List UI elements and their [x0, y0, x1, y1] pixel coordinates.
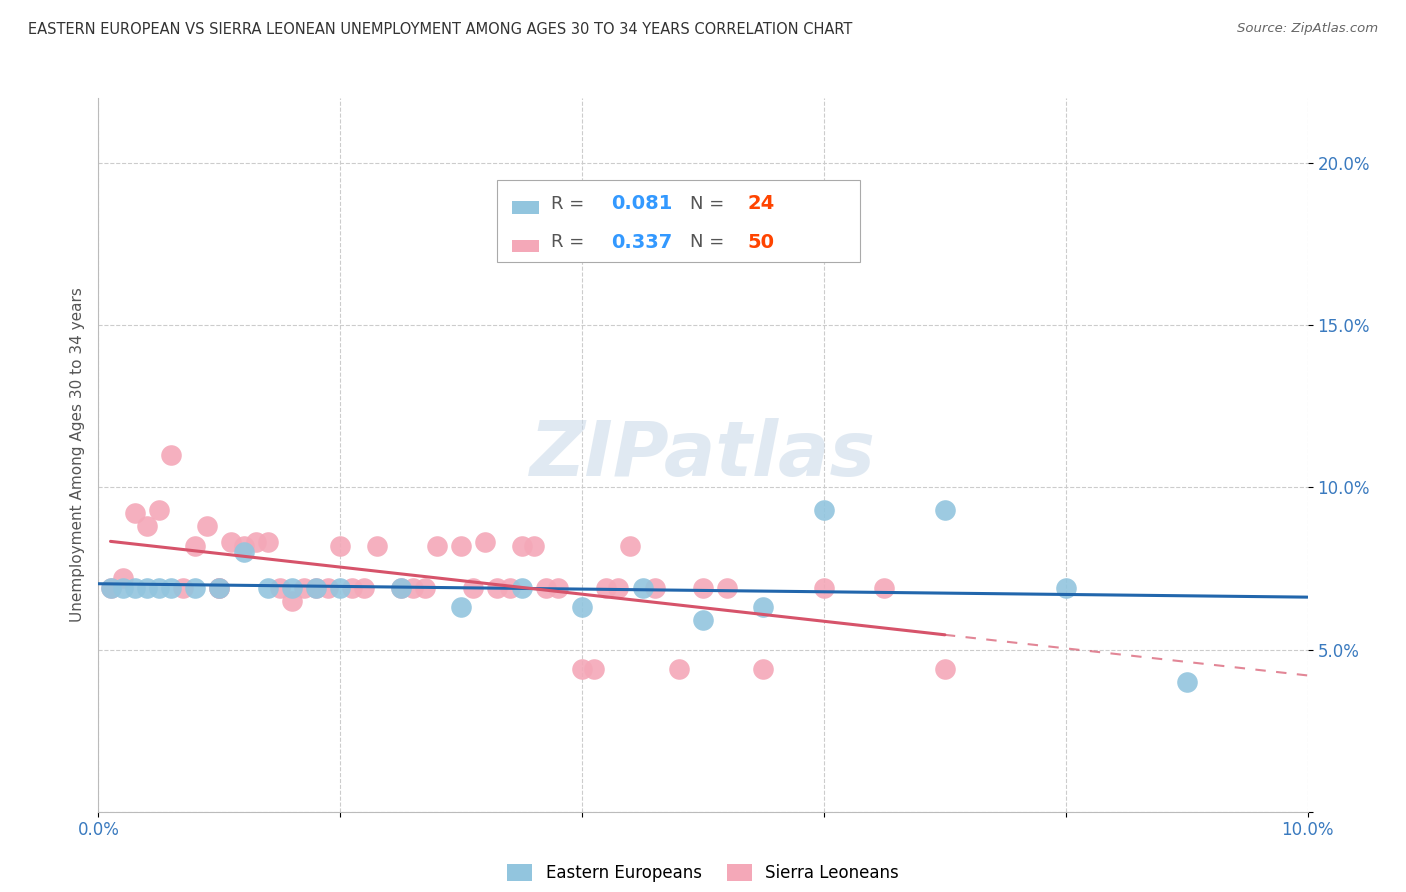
Point — [100, 581, 122, 595]
Point — [135, 519, 157, 533]
Point — [245, 535, 267, 549]
Y-axis label: Unemployment Among Ages 30 to 34 years: Unemployment Among Ages 30 to 34 years — [69, 287, 84, 623]
Point — [208, 581, 231, 595]
Point — [342, 581, 364, 595]
Text: R =: R = — [551, 194, 589, 212]
Point — [752, 600, 775, 615]
Point — [1054, 581, 1077, 595]
Point — [510, 581, 533, 595]
Point — [716, 581, 738, 595]
Point — [813, 581, 835, 595]
Text: N =: N = — [690, 194, 730, 212]
Point — [934, 662, 956, 676]
Point — [510, 539, 533, 553]
Point — [184, 539, 207, 553]
Point — [450, 539, 472, 553]
Point — [389, 581, 412, 595]
Point — [184, 581, 207, 595]
Point — [547, 581, 569, 595]
Point — [366, 539, 388, 553]
Point — [329, 581, 352, 595]
FancyBboxPatch shape — [498, 180, 860, 262]
Point — [160, 581, 183, 595]
Bar — [512, 240, 538, 252]
Point — [523, 539, 546, 553]
Text: EASTERN EUROPEAN VS SIERRA LEONEAN UNEMPLOYMENT AMONG AGES 30 TO 34 YEARS CORREL: EASTERN EUROPEAN VS SIERRA LEONEAN UNEMP… — [28, 22, 852, 37]
Point — [305, 581, 328, 595]
Point — [402, 581, 425, 595]
Point — [208, 581, 231, 595]
Point — [232, 539, 254, 553]
Point — [619, 539, 641, 553]
Point — [135, 581, 157, 595]
Text: 24: 24 — [748, 194, 775, 213]
Point — [752, 662, 775, 676]
Point — [668, 662, 690, 676]
Point — [644, 581, 666, 595]
Point — [583, 662, 606, 676]
Point — [124, 581, 146, 595]
Point — [256, 535, 278, 549]
Point — [692, 613, 714, 627]
Point — [631, 581, 654, 595]
Point — [498, 581, 520, 595]
Point — [148, 581, 170, 595]
Point — [389, 581, 412, 595]
Point — [1175, 675, 1198, 690]
Text: 0.337: 0.337 — [612, 233, 672, 252]
Text: R =: R = — [551, 234, 589, 252]
Point — [292, 581, 315, 595]
Point — [316, 581, 339, 595]
Point — [172, 581, 194, 595]
Legend: Eastern Europeans, Sierra Leoneans: Eastern Europeans, Sierra Leoneans — [501, 857, 905, 889]
Point — [111, 571, 134, 585]
Point — [571, 662, 593, 676]
Point — [873, 581, 896, 595]
Point — [329, 539, 352, 553]
Point — [195, 519, 218, 533]
Point — [413, 581, 436, 595]
Point — [269, 581, 291, 595]
Point — [160, 448, 183, 462]
Point — [281, 594, 304, 608]
Text: 50: 50 — [748, 233, 775, 252]
Point — [934, 503, 956, 517]
Point — [571, 600, 593, 615]
Text: ZIPatlas: ZIPatlas — [530, 418, 876, 491]
Bar — [512, 201, 538, 213]
Point — [474, 535, 496, 549]
Point — [305, 581, 328, 595]
Point — [353, 581, 375, 595]
Point — [148, 503, 170, 517]
Point — [208, 581, 231, 595]
Point — [232, 545, 254, 559]
Point — [463, 581, 485, 595]
Point — [111, 581, 134, 595]
Point — [281, 581, 304, 595]
Point — [813, 503, 835, 517]
Text: N =: N = — [690, 234, 730, 252]
Point — [256, 581, 278, 595]
Point — [426, 539, 449, 553]
Text: 0.081: 0.081 — [612, 194, 672, 213]
Point — [221, 535, 243, 549]
Point — [595, 581, 617, 595]
Point — [450, 600, 472, 615]
Point — [534, 581, 557, 595]
Point — [692, 581, 714, 595]
Point — [100, 581, 122, 595]
Point — [124, 506, 146, 520]
Text: Source: ZipAtlas.com: Source: ZipAtlas.com — [1237, 22, 1378, 36]
Point — [486, 581, 509, 595]
Point — [607, 581, 630, 595]
